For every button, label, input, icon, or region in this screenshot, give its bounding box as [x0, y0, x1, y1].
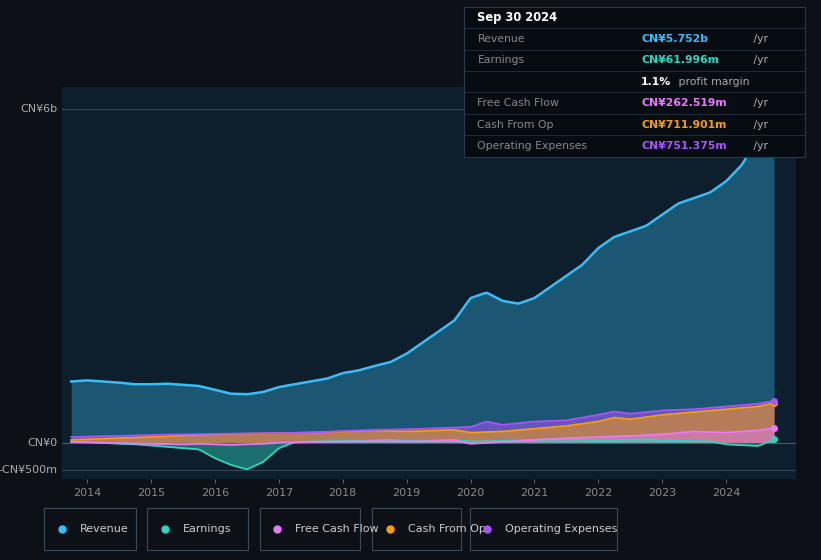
Text: Earnings: Earnings — [183, 524, 232, 534]
Text: Operating Expenses: Operating Expenses — [478, 141, 588, 151]
Text: 1.1%: 1.1% — [641, 77, 672, 87]
Text: /yr: /yr — [750, 34, 768, 44]
Text: Cash From Op: Cash From Op — [478, 120, 554, 130]
Text: Sep 30 2024: Sep 30 2024 — [478, 11, 557, 24]
FancyBboxPatch shape — [372, 508, 461, 550]
Text: CN¥61.996m: CN¥61.996m — [641, 55, 719, 66]
Text: Revenue: Revenue — [478, 34, 525, 44]
Text: CN¥711.901m: CN¥711.901m — [641, 120, 727, 130]
Text: /yr: /yr — [750, 98, 768, 108]
FancyBboxPatch shape — [259, 508, 360, 550]
Text: Free Cash Flow: Free Cash Flow — [478, 98, 559, 108]
Text: CN¥262.519m: CN¥262.519m — [641, 98, 727, 108]
Text: Revenue: Revenue — [80, 524, 128, 534]
Text: Free Cash Flow: Free Cash Flow — [296, 524, 378, 534]
Text: Operating Expenses: Operating Expenses — [505, 524, 617, 534]
Text: CN¥6b: CN¥6b — [21, 104, 58, 114]
FancyBboxPatch shape — [470, 508, 617, 550]
Text: /yr: /yr — [750, 120, 768, 130]
Text: /yr: /yr — [750, 55, 768, 66]
FancyBboxPatch shape — [148, 508, 248, 550]
Text: Cash From Op: Cash From Op — [407, 524, 485, 534]
Text: CN¥751.375m: CN¥751.375m — [641, 141, 727, 151]
FancyBboxPatch shape — [44, 508, 135, 550]
Text: Earnings: Earnings — [478, 55, 525, 66]
Text: CN¥5.752b: CN¥5.752b — [641, 34, 708, 44]
Text: profit margin: profit margin — [675, 77, 750, 87]
Text: CN¥0: CN¥0 — [28, 438, 58, 447]
Text: -CN¥500m: -CN¥500m — [0, 465, 58, 475]
Text: /yr: /yr — [750, 141, 768, 151]
